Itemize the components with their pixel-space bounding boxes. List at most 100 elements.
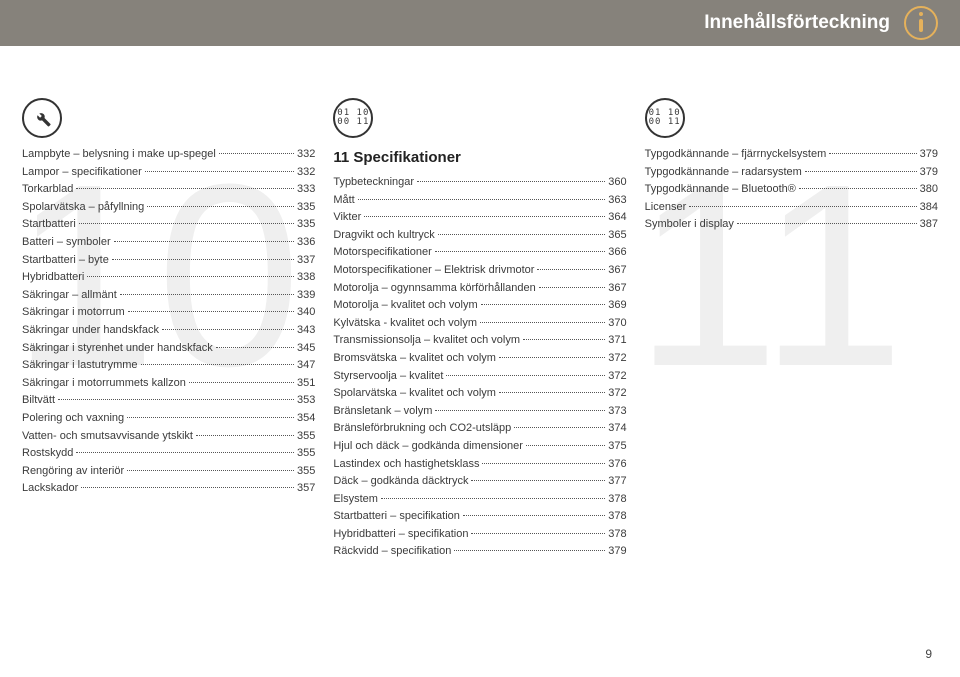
toc-page: 357 [297, 480, 315, 498]
toc-label: Lackskador [22, 480, 78, 498]
toc-dots [128, 311, 294, 312]
toc-row: Bränsletank – volym373 [333, 403, 626, 421]
toc-row: Säkringar – allmänt 339 [22, 287, 315, 305]
toc-dots [87, 276, 294, 277]
toc-dots [480, 322, 605, 323]
toc-row: Motorspecifikationer – Elektrisk drivmot… [333, 262, 626, 280]
toc-row: Kylvätska - kvalitet och volym 370 [333, 315, 626, 333]
section-title: 11 Specifikationer [333, 146, 626, 170]
toc-page: 378 [608, 508, 626, 526]
toc-dots [482, 463, 605, 464]
toc-page: 363 [608, 192, 626, 210]
toc-dots [471, 480, 605, 481]
toc-page: 353 [297, 392, 315, 410]
toc-dots [76, 452, 294, 453]
toc-page: 367 [608, 262, 626, 280]
wrench-icon [22, 98, 62, 138]
toc-row: Bränsleförbrukning och CO2-utsläpp374 [333, 420, 626, 438]
toc-dots [438, 234, 605, 235]
toc-row: Typgodkännande – Bluetooth®380 [645, 181, 938, 199]
toc-page: 369 [608, 297, 626, 315]
toc-label: Spolarvätska – kvalitet och volym [333, 385, 496, 403]
toc-dots [141, 364, 294, 365]
toc-row: Lastindex och hastighetsklass376 [333, 456, 626, 474]
toc-row: Typgodkännande – radarsystem 379 [645, 164, 938, 182]
toc-dots [689, 206, 916, 207]
toc-page: 378 [608, 491, 626, 509]
toc-dots [112, 259, 294, 260]
toc-dots [76, 188, 294, 189]
toc-dots [196, 435, 294, 436]
toc-label: Kylvätska - kvalitet och volym [333, 315, 477, 333]
toc-page: 354 [297, 410, 315, 428]
toc-label: Lampor – specifikationer [22, 164, 142, 182]
toc-row: Hjul och däck – godkända dimensioner375 [333, 438, 626, 456]
toc-dots [435, 251, 606, 252]
toc-label: Startbatteri – byte [22, 252, 109, 270]
toc-label: Motorspecifikationer [333, 244, 431, 262]
binary-icon: 01 1000 11 [645, 98, 685, 138]
toc-column-left: 10 Lampbyte – belysning i make up-spegel… [22, 98, 315, 561]
toc-dots [127, 417, 294, 418]
toc-label: Motorspecifikationer – Elektrisk drivmot… [333, 262, 534, 280]
toc-row: Spolarvätska – påfyllning335 [22, 199, 315, 217]
toc-label: Lampbyte – belysning i make up-spegel [22, 146, 216, 164]
toc-row: Dragvikt och kultryck365 [333, 227, 626, 245]
toc-row: Transmissionsolja – kvalitet och volym37… [333, 332, 626, 350]
toc-dots [114, 241, 294, 242]
toc-dots [514, 427, 605, 428]
toc-label: Vikter [333, 209, 361, 227]
toc-label: Rengöring av interiör [22, 463, 124, 481]
toc-dots [417, 181, 605, 182]
toc-row: Rostskydd355 [22, 445, 315, 463]
toc-label: Dragvikt och kultryck [333, 227, 434, 245]
toc-dots [539, 287, 606, 288]
toc-dots [79, 223, 294, 224]
toc-dots [829, 153, 916, 154]
toc-label: Bromsvätska – kvalitet och volym [333, 350, 496, 368]
toc-dots [162, 329, 294, 330]
toc-label: Hybridbatteri – specifikation [333, 526, 468, 544]
toc-page: 339 [297, 287, 315, 305]
toc-label: Säkringar – allmänt [22, 287, 117, 305]
toc-page: 374 [608, 420, 626, 438]
toc-page: 387 [920, 216, 938, 234]
toc-dots [446, 375, 605, 376]
toc-row: Mått363 [333, 192, 626, 210]
toc-row: Säkringar under handskfack343 [22, 322, 315, 340]
toc-row: Säkringar i motorrummets kallzon351 [22, 375, 315, 393]
toc-dots [737, 223, 917, 224]
toc-row: Säkringar i lastutrymme347 [22, 357, 315, 375]
toc-page: 380 [920, 181, 938, 199]
toc-page: 379 [920, 146, 938, 164]
toc-label: Säkringar i motorrummets kallzon [22, 375, 186, 393]
toc-page: 370 [608, 315, 626, 333]
toc-column-right: 11 01 1000 11 Typgodkännande – fjärrnyck… [645, 98, 938, 561]
toc-page: 378 [608, 526, 626, 544]
toc-page: 333 [297, 181, 315, 199]
toc-label: Torkarblad [22, 181, 73, 199]
toc-label: Typgodkännande – fjärrnyckelsystem [645, 146, 827, 164]
toc-label: Motorolja – kvalitet och volym [333, 297, 477, 315]
info-icon [904, 6, 938, 40]
toc-dots [523, 339, 605, 340]
toc-dots [799, 188, 917, 189]
toc-row: Hybridbatteri – specifikation 378 [333, 526, 626, 544]
toc-dots [481, 304, 606, 305]
toc-page: 379 [920, 164, 938, 182]
toc-label: Biltvätt [22, 392, 55, 410]
toc-row: Startbatteri335 [22, 216, 315, 234]
toc-page: 355 [297, 463, 315, 481]
toc-page: 372 [608, 350, 626, 368]
toc-label: Typbeteckningar [333, 174, 414, 192]
toc-label: Hjul och däck – godkända dimensioner [333, 438, 523, 456]
toc-label: Typgodkännande – radarsystem [645, 164, 802, 182]
toc-label: Styrservoolja – kvalitet [333, 368, 443, 386]
page-number: 9 [925, 647, 932, 661]
toc-row: Säkringar i motorrum340 [22, 304, 315, 322]
toc-label: Motorolja – ogynnsamma körförhållanden [333, 280, 535, 298]
toc-row: Säkringar i styrenhet under handskfack34… [22, 340, 315, 358]
toc-page: 384 [920, 199, 938, 217]
toc-page: 332 [297, 146, 315, 164]
toc-row: Hybridbatteri338 [22, 269, 315, 287]
